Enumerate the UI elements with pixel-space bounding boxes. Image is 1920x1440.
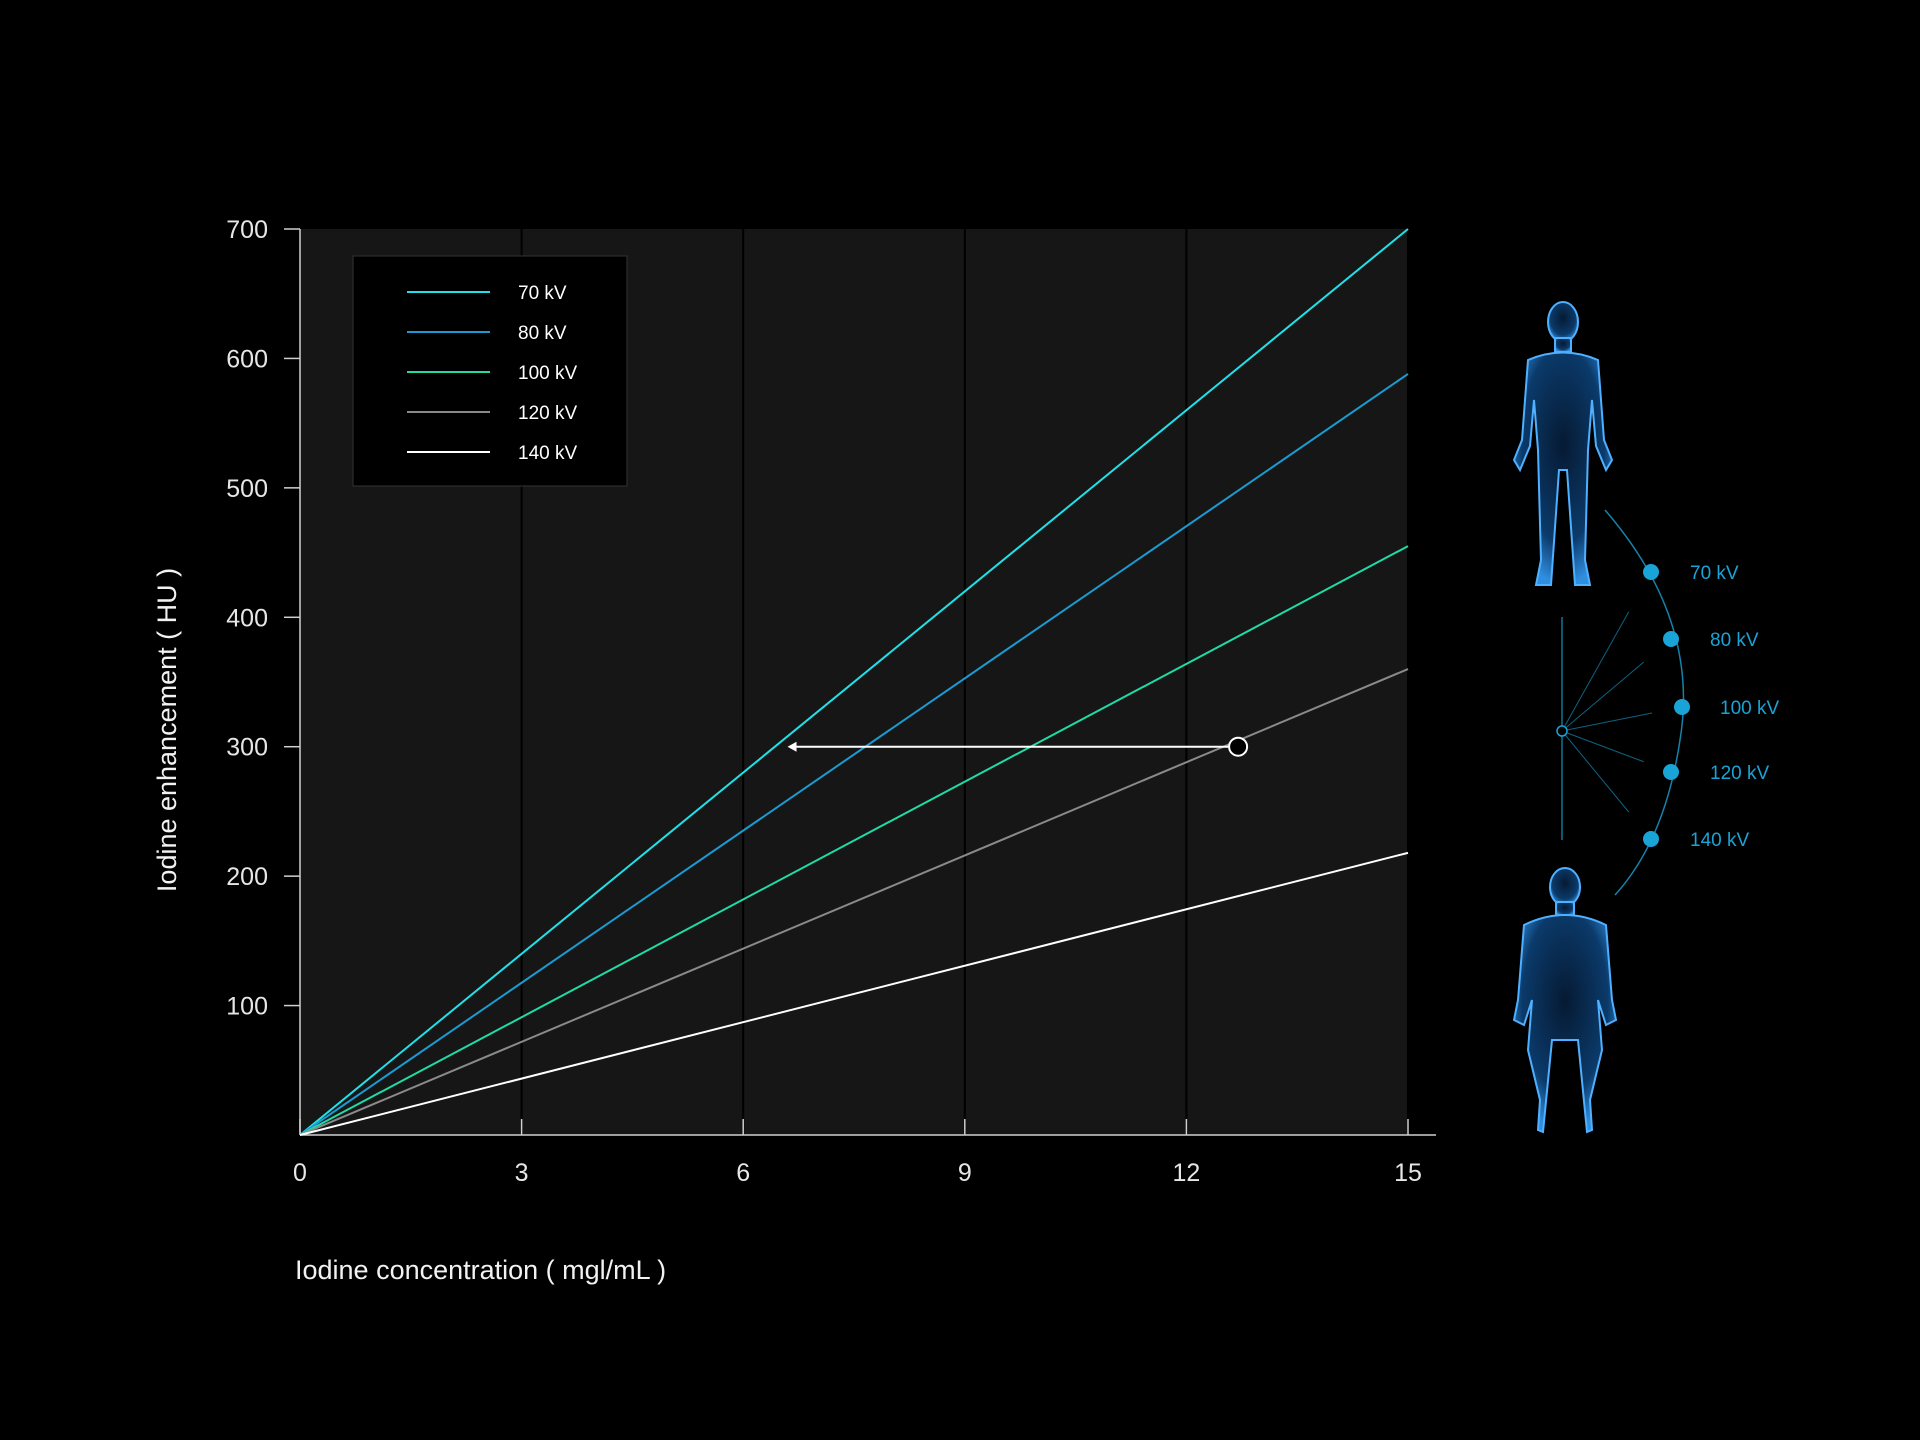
kv-options: 70 kV 80 kV 100 kV 120 kV 140 kV xyxy=(1643,563,1779,851)
large-body-icon xyxy=(1512,867,1618,1134)
y-tick-label: 200 xyxy=(226,863,268,891)
kv-ray xyxy=(1561,730,1630,813)
legend-label: 120 kV xyxy=(518,403,577,424)
x-axis-title: Iodine concentration ( mgl/mL ) xyxy=(295,1255,666,1285)
kv-option-label[interactable]: 100 kV xyxy=(1720,698,1779,719)
annotation-point xyxy=(1228,736,1249,757)
y-tick-label: 700 xyxy=(226,216,268,244)
kv-ray xyxy=(1561,712,1653,732)
kv-hub xyxy=(1556,725,1568,737)
x-tick-label: 0 xyxy=(293,1159,307,1187)
x-tick-label: 6 xyxy=(736,1159,750,1187)
kv-ray xyxy=(1561,661,1645,732)
legend-label: 100 kV xyxy=(518,363,577,384)
y-axis-title: Iodine enhancement ( HU ) xyxy=(152,568,182,892)
kv-option-dot[interactable] xyxy=(1674,699,1690,715)
legend-label: 70 kV xyxy=(518,283,567,304)
kv-selector: 70 kV 80 kV 100 kV 120 kV 140 kV xyxy=(1512,301,1779,1134)
legend-label: 80 kV xyxy=(518,323,567,344)
kv-ray xyxy=(1561,730,1644,763)
kv-option-label[interactable]: 80 kV xyxy=(1710,630,1759,651)
y-tick-label: 300 xyxy=(226,734,268,762)
kv-option-label[interactable]: 120 kV xyxy=(1710,763,1769,784)
y-tick-label: 100 xyxy=(226,993,268,1021)
axes: 0 3 6 9 12 15 100 200 300 400 500 600 700 xyxy=(226,216,1436,1187)
y-tick-label: 500 xyxy=(226,475,268,503)
kv-option-label[interactable]: 140 kV xyxy=(1690,830,1749,851)
series-line-70-kv xyxy=(299,228,1409,1136)
x-tick-label: 9 xyxy=(958,1159,972,1187)
y-tick-label: 600 xyxy=(226,345,268,373)
kv-option-dot[interactable] xyxy=(1643,564,1659,580)
kv-option-label[interactable]: 70 kV xyxy=(1690,563,1739,584)
x-tick-label: 12 xyxy=(1172,1159,1200,1187)
kv-option-dot[interactable] xyxy=(1663,764,1679,780)
y-tick-label: 400 xyxy=(226,604,268,632)
kv-ray xyxy=(1561,611,1630,732)
slim-body-icon xyxy=(1512,301,1614,586)
arrow-head xyxy=(787,741,797,752)
series-line-80-kv xyxy=(299,373,1409,1136)
x-tick-label: 15 xyxy=(1394,1159,1422,1187)
series-line-140-kv xyxy=(299,851,1409,1136)
annotation-arrow xyxy=(787,736,1249,757)
legend-label: 140 kV xyxy=(518,443,577,464)
kv-option-dot[interactable] xyxy=(1663,631,1679,647)
series-line-100-kv xyxy=(299,545,1409,1136)
x-tick-label: 3 xyxy=(515,1159,529,1187)
legend: 70 kV 80 kV 100 kV 120 kV 140 kV xyxy=(352,255,628,487)
kv-option-dot[interactable] xyxy=(1643,831,1659,847)
